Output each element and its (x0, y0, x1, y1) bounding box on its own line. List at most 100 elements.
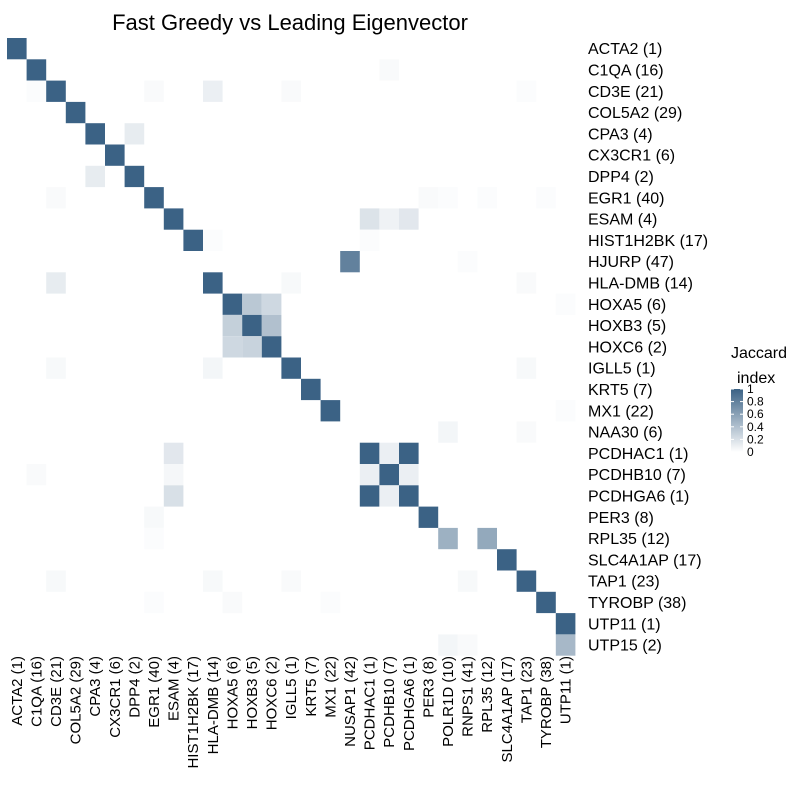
heatmap-cell (26, 464, 47, 486)
x-axis-label: UTP11 (1) (558, 656, 575, 724)
heatmap-cell (340, 251, 360, 273)
legend-tick-label: 1 (747, 382, 754, 396)
heatmap-cell (144, 80, 164, 102)
y-axis-label: HLA-DMB (14) (588, 275, 693, 292)
x-axis-label: NUSAP1 (42) (342, 656, 359, 747)
x-axis-label: PCDHGA6 (1) (401, 656, 418, 751)
x-axis-label: PCDHB10 (7) (381, 656, 398, 748)
y-axis-label: MX1 (22) (588, 403, 654, 420)
heatmap-cell (320, 591, 341, 614)
heatmap-cell (555, 400, 576, 422)
heatmap-cell (536, 187, 556, 209)
heatmap-cells (7, 38, 576, 656)
y-axis-label: EGR1 (40) (588, 190, 664, 207)
heatmap-cell (124, 165, 145, 188)
x-axis-label: C1QA (16) (28, 656, 45, 727)
heatmap-cell (46, 80, 66, 102)
heatmap-cell (203, 357, 223, 379)
heatmap-cell (516, 570, 537, 592)
x-axis-label: ESAM (4) (166, 656, 183, 721)
heatmap-cell (379, 442, 399, 464)
heatmap-cell (399, 208, 419, 230)
heatmap-cell (242, 314, 262, 337)
heatmap-cell (359, 229, 380, 251)
heatmap-cell (26, 80, 47, 102)
legend-tick-label: 0.6 (747, 407, 764, 421)
y-axis-label: PCDHB10 (7) (588, 467, 686, 484)
x-axis-label: ACTA2 (1) (9, 656, 26, 726)
heatmap-cell (7, 38, 27, 60)
heatmap-cell (457, 570, 478, 592)
y-axis-label: IGLL5 (1) (588, 361, 656, 378)
color-legend: Jaccard index 10.80.60.40.20 (731, 345, 787, 459)
heatmap-cell (46, 272, 66, 294)
x-axis-label: SLC4A1AP (17) (499, 656, 516, 762)
heatmap-cell (379, 464, 399, 486)
heatmap-cell (555, 634, 576, 656)
y-axis-label: HOXB3 (5) (588, 318, 666, 335)
heatmap-cell (183, 229, 203, 251)
y-axis-label: C1QA (16) (588, 62, 664, 79)
heatmap-cell (359, 464, 380, 486)
y-axis-label: HJURP (47) (588, 254, 674, 271)
heatmap-cell (46, 570, 66, 592)
heatmap-cell (46, 357, 66, 379)
heatmap-cell (203, 80, 223, 102)
legend-tick-label: 0.4 (747, 420, 764, 434)
heatmap-cell (261, 293, 282, 315)
heatmap-cell (457, 634, 478, 656)
y-axis-label: HIST1H2BK (17) (588, 233, 708, 250)
y-axis-label: TYROBP (38) (588, 595, 686, 612)
heatmap-cell (163, 485, 184, 507)
heatmap-cell (497, 549, 517, 571)
y-axis-labels: ACTA2 (1) C1QA (16) CD3E (21) COL5A2 (29) CP… (588, 41, 708, 654)
heatmap-cell (379, 208, 399, 230)
heatmap-cell (163, 464, 184, 486)
x-axis-label: TAP1 (23) (518, 656, 535, 723)
x-axis-label: HOXA5 (6) (224, 656, 241, 729)
heatmap-cell (203, 272, 223, 294)
heatmap-cell (242, 293, 262, 315)
x-axis-label: CPA3 (4) (87, 656, 104, 717)
legend-colorbar (731, 389, 743, 452)
heatmap-cell (516, 272, 537, 294)
heatmap-cell (359, 442, 380, 464)
y-axis-label: UTP15 (2) (588, 638, 662, 655)
heatmap-cell (203, 570, 223, 592)
x-axis-label: PCDHAC1 (1) (362, 656, 379, 750)
heatmap-cell (516, 80, 537, 102)
x-axis-label: HLA-DMB (14) (205, 656, 222, 754)
y-axis-label: PCDHAC1 (1) (588, 446, 688, 463)
y-axis-label: ACTA2 (1) (588, 41, 662, 58)
y-axis-label: CD3E (21) (588, 84, 664, 101)
heatmap-cell (222, 293, 243, 315)
heatmap-cell (438, 527, 458, 550)
x-axis-label: RNPS1 (41) (460, 656, 477, 737)
heatmap-cell (516, 421, 537, 443)
y-axis-label: HOXC6 (2) (588, 339, 667, 356)
heatmap-cell (261, 314, 282, 337)
heatmap-cell (555, 293, 576, 315)
y-axis-label: ESAM (4) (588, 212, 657, 229)
heatmap-cell (163, 442, 184, 464)
legend-tick-label: 0 (747, 445, 754, 459)
y-axis-label: KRT5 (7) (588, 382, 653, 399)
x-axis-label: CX3CR1 (6) (107, 656, 124, 738)
x-axis-label: POLR1D (10) (440, 656, 457, 747)
heatmap-cell (379, 485, 399, 507)
y-axis-label: CX3CR1 (6) (588, 148, 675, 165)
y-axis-label: COL5A2 (29) (588, 105, 682, 122)
y-axis-label: NAA30 (6) (588, 425, 663, 442)
x-axis-label: MX1 (22) (322, 656, 339, 718)
legend-tick-label: 0.8 (747, 395, 764, 409)
heatmap-cell (281, 80, 301, 102)
heatmap-cell (399, 464, 419, 486)
heatmap-cell (163, 208, 184, 230)
heatmap-cell (418, 187, 439, 209)
heatmap-cell (46, 187, 66, 209)
legend-ticks: 10.80.60.40.20 (731, 382, 764, 459)
x-axis-label: COL5A2 (29) (68, 656, 85, 744)
heatmap-cell (359, 208, 380, 230)
x-axis-label: TYROBP (38) (538, 656, 555, 748)
